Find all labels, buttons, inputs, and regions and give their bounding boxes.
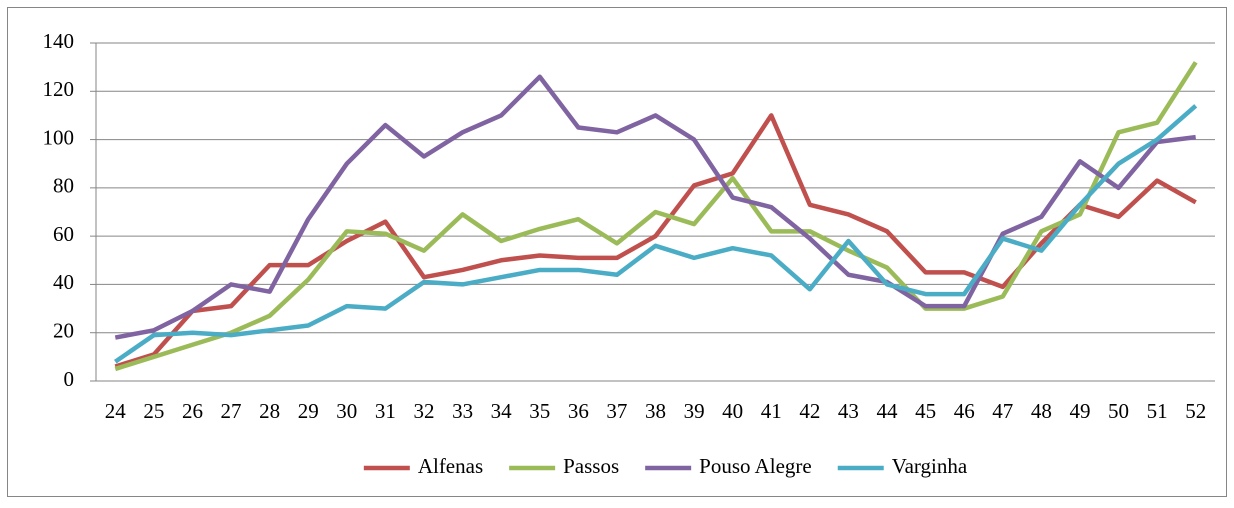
- x-tick-label: 25: [143, 399, 164, 423]
- x-tick-label: 47: [992, 399, 1013, 423]
- x-tick-label: 41: [761, 399, 782, 423]
- x-tick-label: 42: [799, 399, 820, 423]
- x-tick-label: 45: [915, 399, 936, 423]
- x-tick-label: 37: [606, 399, 627, 423]
- y-tick-label: 120: [43, 77, 75, 101]
- x-tick-label: 43: [838, 399, 859, 423]
- y-tick-label: 40: [53, 270, 74, 294]
- x-tick-label: 28: [259, 399, 280, 423]
- series-line: [114, 74, 1196, 340]
- legend-label: Pouso Alegre: [699, 454, 812, 478]
- x-tick-label: 40: [722, 399, 743, 423]
- x-tick-label: 50: [1108, 399, 1129, 423]
- y-tick-label: 20: [53, 319, 74, 343]
- y-tick-label: 60: [53, 222, 74, 246]
- chart-border: [7, 7, 1227, 497]
- x-tick-label: 36: [568, 399, 589, 423]
- y-tick-label: 100: [43, 125, 75, 149]
- x-tick-label: 31: [375, 399, 396, 423]
- x-tick-label: 30: [336, 399, 357, 423]
- x-tick-label: 49: [1069, 399, 1090, 423]
- x-tick-label: 26: [182, 399, 203, 423]
- x-tick-label: 35: [529, 399, 550, 423]
- x-tick-label: 33: [452, 399, 473, 423]
- x-tick-label: 44: [877, 399, 899, 423]
- y-tick-label: 140: [43, 29, 75, 53]
- x-tick-label: 39: [684, 399, 705, 423]
- x-tick-label: 38: [645, 399, 666, 423]
- x-tick-label: 34: [491, 399, 513, 423]
- series-line: [114, 104, 1198, 364]
- x-tick-label: 27: [221, 399, 242, 423]
- legend-label: Varginha: [892, 454, 968, 478]
- y-tick-label: 80: [53, 174, 74, 198]
- x-tick-label: 51: [1147, 399, 1168, 423]
- x-tick-label: 48: [1031, 399, 1052, 423]
- x-tick-label: 52: [1185, 399, 1206, 423]
- series-line: [114, 61, 1198, 372]
- y-tick-label: 0: [64, 367, 75, 391]
- legend-label: Alfenas: [418, 454, 483, 478]
- legend-label: Passos: [563, 454, 619, 478]
- x-tick-label: 46: [954, 399, 975, 423]
- x-tick-label: 24: [105, 399, 127, 423]
- x-tick-label: 32: [413, 399, 434, 423]
- x-tick-label: 29: [298, 399, 319, 423]
